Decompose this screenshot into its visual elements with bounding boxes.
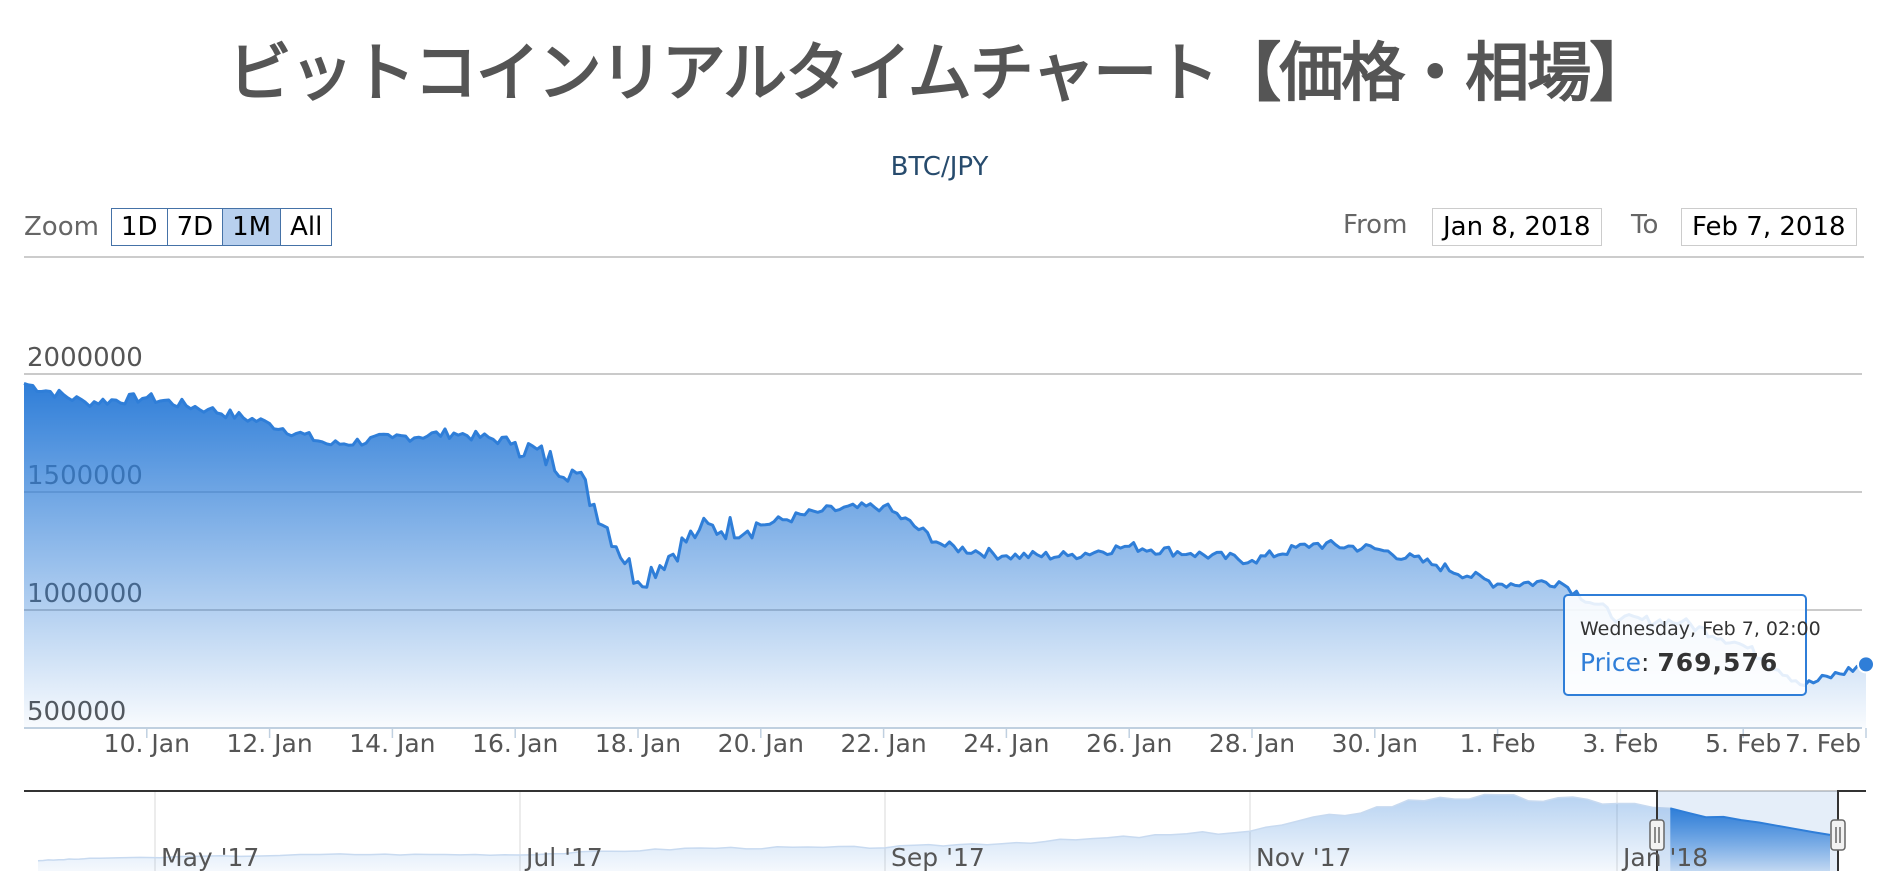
page-title: ビットコインリアルタイムチャート【価格・相場】 bbox=[227, 37, 1653, 111]
zoom-1m-button[interactable]: 1M bbox=[223, 209, 282, 245]
navigator-tick-label: Jul '17 bbox=[524, 843, 603, 871]
navigator-right-handle[interactable] bbox=[1830, 819, 1846, 851]
x-tick-label: 24. Jan bbox=[963, 729, 1049, 758]
x-tick-label: 10. Jan bbox=[104, 729, 190, 758]
x-tick-label: 18. Jan bbox=[595, 729, 681, 758]
tooltip-series-name: Price bbox=[1580, 648, 1641, 677]
tooltip-price-row: Price: 769,576 bbox=[1580, 648, 1779, 677]
navigator-selected-area bbox=[1670, 808, 1830, 871]
navigator-line bbox=[37, 793, 1831, 862]
navigator-tick-label: May '17 bbox=[161, 843, 259, 871]
to-date-input[interactable]: Feb 7, 2018 bbox=[1681, 208, 1857, 246]
x-tick-label: 1. Feb bbox=[1460, 729, 1536, 758]
from-date-input[interactable]: Jan 8, 2018 bbox=[1432, 208, 1602, 246]
x-tick-label: 30. Jan bbox=[1332, 729, 1418, 758]
tooltip-price-value: 769,576 bbox=[1657, 648, 1779, 677]
navigator-selected-line bbox=[1670, 807, 1831, 836]
navigator-left-handle[interactable] bbox=[1649, 819, 1665, 851]
x-tick-label: 12. Jan bbox=[226, 729, 312, 758]
x-tick-label: 7. Feb bbox=[1785, 729, 1861, 758]
price-tooltip: Wednesday, Feb 7, 02:00 Price: 769,576 bbox=[1563, 594, 1821, 696]
zoom-1d-button[interactable]: 1D bbox=[112, 209, 168, 245]
x-tick-label: 3. Feb bbox=[1582, 729, 1658, 758]
chart-title: BTC/JPY bbox=[890, 152, 989, 182]
from-label: From bbox=[1343, 210, 1408, 240]
zoom-all-button[interactable]: All bbox=[290, 212, 323, 242]
navigator-tick-label: Jan '18 bbox=[1621, 843, 1708, 871]
x-axis: 10. Jan 12. Jan 14. Jan 16. Jan 18. Jan 20. J… bbox=[24, 727, 1867, 758]
x-tick-label: 20. Jan bbox=[718, 729, 804, 758]
navigator-tick-label: Sep '17 bbox=[891, 843, 985, 871]
y-tick-label: 2000000 bbox=[27, 343, 143, 373]
zoom-label: Zoom bbox=[24, 212, 99, 242]
navigator[interactable]: May '17 Jul '17 Sep '17 Nov '17 Jan '18 bbox=[24, 790, 1866, 872]
to-label: To bbox=[1631, 210, 1659, 240]
x-tick-label: 14. Jan bbox=[349, 729, 435, 758]
navigator-tick-label: Nov '17 bbox=[1256, 843, 1351, 871]
price-line bbox=[23, 381, 1867, 687]
price-area-fill bbox=[24, 383, 1866, 728]
tooltip-time: Wednesday, Feb 7, 02:00 bbox=[1580, 618, 1821, 640]
hover-point-marker bbox=[1857, 655, 1875, 674]
x-tick-label: 28. Jan bbox=[1209, 729, 1295, 758]
navigator-area bbox=[38, 794, 1830, 871]
x-tick-label: 16. Jan bbox=[472, 729, 558, 758]
price-series bbox=[23, 381, 1875, 728]
x-tick-label: 22. Jan bbox=[840, 729, 926, 758]
zoom-7d-button[interactable]: 7D bbox=[168, 209, 224, 245]
x-tick-label: 5. Feb bbox=[1705, 729, 1781, 758]
x-tick-label: 26. Jan bbox=[1086, 729, 1172, 758]
zoom-button-group: 1D 7D 1M All bbox=[111, 208, 333, 246]
